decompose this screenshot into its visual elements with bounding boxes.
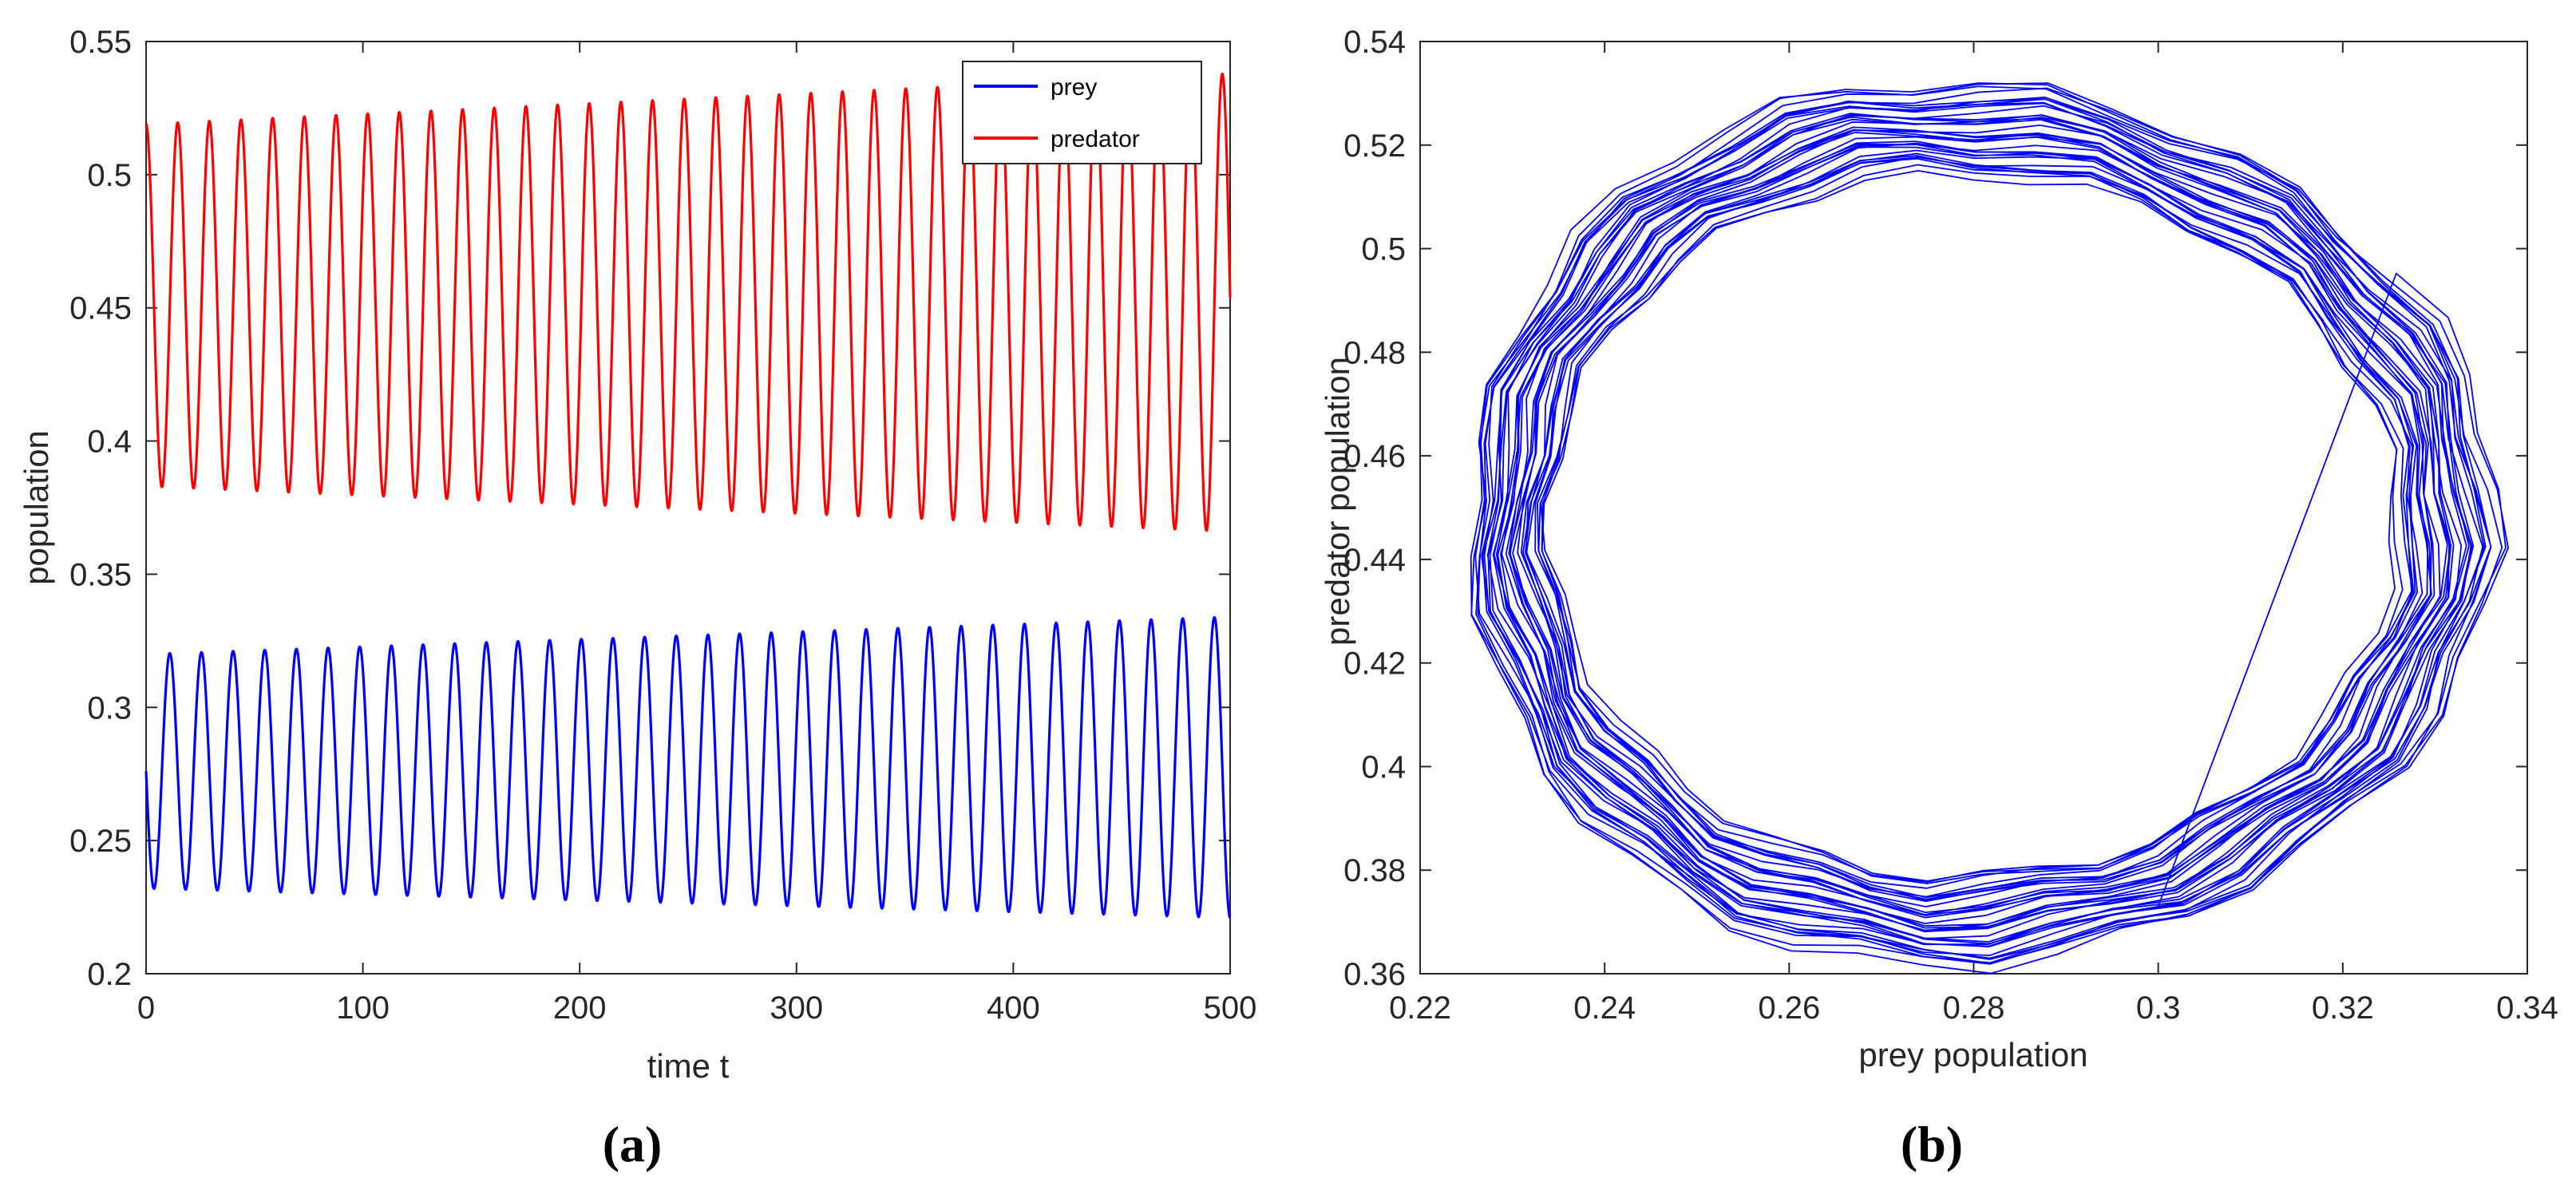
panel-a-y-tick-label: 0.5 [87, 158, 132, 193]
panel-b-y-tick-label: 0.42 [1343, 646, 1406, 682]
panel-a-y-tick-label: 0.25 [69, 824, 132, 859]
panel-b-y-tick-label: 0.36 [1343, 957, 1406, 992]
panel-a-y-axis-label: population [18, 430, 55, 585]
panel-a-x-tick-label: 400 [987, 990, 1040, 1026]
series-line-prey [144, 615, 1232, 919]
panel-a-x-ticks: 0 100 200 300 400 500 [137, 42, 1257, 1026]
panel-b-phase-portrait: 0.22 0.24 0.26 0.28 0.3 0.32 0.34 0.360.380.40… [1319, 25, 2558, 1073]
panel-b-y-tick-label: 0.46 [1343, 439, 1406, 474]
panel-b-plot-area [1419, 41, 2528, 975]
panel-a-time-series: 0 100 200 300 400 500 0.20.250.30.350.40.450.… [18, 25, 1256, 1085]
caption-b: (b) [1901, 1116, 1963, 1172]
panel-b-y-tick-label: 0.52 [1343, 128, 1406, 164]
panel-a-x-tick-label: 300 [770, 990, 823, 1026]
panel-b-x-tick-label: 0.26 [1758, 990, 1820, 1026]
series-line-predator [144, 72, 1232, 532]
panel-b-y-tick-label: 0.4 [1361, 749, 1406, 785]
panel-b-x-tick-label: 0.22 [1389, 990, 1451, 1026]
panel-a-y-tick-label: 0.35 [69, 557, 132, 592]
panel-b-x-tick-label: 0.3 [2136, 990, 2181, 1026]
panel-b-series [1470, 82, 2509, 975]
panel-b-x-tick-label: 0.28 [1943, 990, 2005, 1026]
legend-box [962, 61, 1202, 164]
panel-b-y-tick-label: 0.44 [1343, 543, 1406, 578]
panel-b-x-tick-label: 0.34 [2496, 990, 2558, 1026]
panel-b-y-tick-label: 0.48 [1343, 335, 1406, 370]
panel-a-series [144, 72, 1232, 919]
panel-a-legend: prey predator [962, 61, 1202, 164]
panel-a-x-tick-label: 100 [336, 990, 390, 1026]
legend-prey-label: prey [1051, 74, 1097, 101]
panel-b-x-tick-label: 0.24 [1573, 990, 1636, 1026]
panel-b-y-tick-label: 0.5 [1361, 232, 1406, 267]
panel-b-x-axis-label: prey population [1858, 1036, 2087, 1073]
phase-trajectory-line [1470, 82, 2509, 975]
panel-b-y-tick-label: 0.54 [1343, 25, 1406, 60]
panel-a-y-tick-label: 0.55 [69, 25, 132, 60]
panel-a-y-tick-label: 0.3 [87, 690, 132, 726]
panel-a-y-tick-label: 0.4 [87, 425, 132, 460]
panel-b-x-ticks: 0.22 0.24 0.26 0.28 0.3 0.32 0.34 [1389, 42, 2558, 1026]
panel-a-x-tick-label: 500 [1204, 990, 1257, 1026]
panel-b-x-tick-label: 0.32 [2312, 990, 2374, 1026]
panel-b-y-tick-label: 0.38 [1343, 853, 1406, 888]
panel-a-y-ticks: 0.2 0.25 0.3 0.35 0.4 0.45 0.5 0.55 [69, 25, 1230, 992]
panel-a-y-tick-label: 0.2 [87, 957, 132, 992]
caption-a: (a) [603, 1116, 663, 1172]
panel-a-x-axis-label: time t [647, 1047, 730, 1085]
panel-b-y-axis-label: predator population [1319, 357, 1356, 646]
panel-a-x-tick-label: 0 [137, 990, 155, 1026]
legend-predator-label: predator [1051, 126, 1140, 152]
panel-b-y-ticks: 0.36 0.38 0.4 0.42 0.44 0.46 0.48 0.5 0.52 0.54 [1343, 25, 2527, 992]
panel-a-y-tick-label: 0.45 [69, 291, 132, 326]
panel-a-x-tick-label: 200 [553, 990, 607, 1026]
